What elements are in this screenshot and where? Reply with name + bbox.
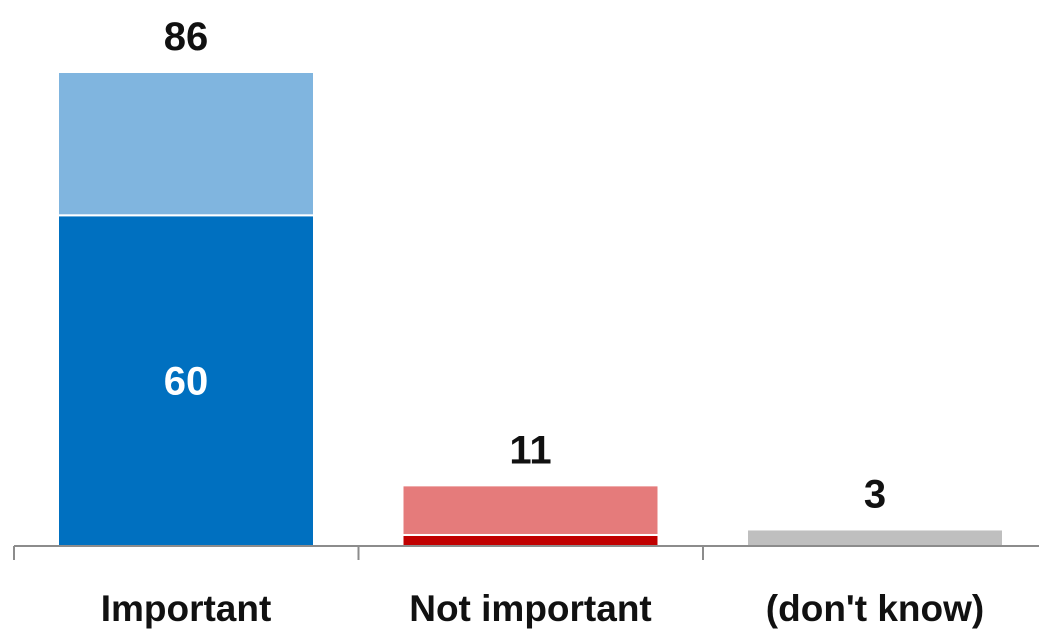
bar-segment-bottom bbox=[57, 214, 315, 547]
category-label: Important bbox=[101, 588, 272, 629]
bars-layer bbox=[57, 71, 1004, 548]
category-label: (don't know) bbox=[766, 588, 984, 629]
labels-layer: 60 86 Important 11 Not important 3 (don't know… bbox=[101, 15, 985, 629]
x-axis bbox=[13, 545, 1039, 560]
category-label: Not important bbox=[409, 588, 652, 629]
bar-total-label: 86 bbox=[164, 15, 209, 59]
bar-segment-top bbox=[57, 71, 315, 217]
bar-segment-top bbox=[401, 484, 660, 536]
bar-segment-bottom bbox=[401, 533, 660, 548]
bar-inner-label: 60 bbox=[164, 360, 209, 404]
bar-total-label: 3 bbox=[864, 472, 886, 516]
bar-total-label: 11 bbox=[509, 428, 551, 472]
bar-segment-top bbox=[746, 528, 1004, 547]
